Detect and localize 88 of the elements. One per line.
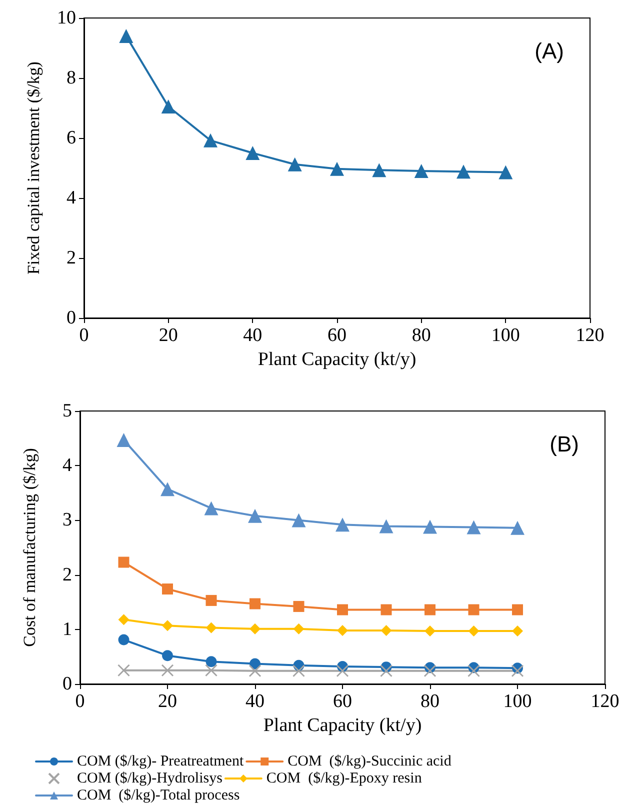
y-tick-label: 4 (62, 455, 72, 476)
x-tick-label: 100 (503, 691, 532, 712)
y-tick-label: 6 (66, 128, 76, 148)
x-tick-label: 120 (576, 325, 604, 346)
point (379, 519, 394, 534)
point (119, 29, 134, 43)
point (206, 622, 217, 634)
y-tick-label: 4 (66, 188, 76, 208)
point (380, 604, 392, 616)
point (423, 520, 437, 534)
x-tick-label: 40 (246, 691, 264, 712)
x-tick-label: 60 (328, 325, 346, 346)
y-axis-title: Cost of manufacturing ($/kg) (20, 448, 39, 647)
point (293, 600, 304, 612)
point (380, 624, 392, 636)
y-tick-label: 8 (66, 68, 76, 88)
legend-label: COM ($/kg)-Epoxy resin (266, 770, 422, 786)
point (118, 614, 130, 626)
point (206, 656, 217, 668)
point (292, 513, 306, 528)
point (246, 146, 260, 160)
point (250, 623, 260, 634)
y-tick-label: 0 (66, 308, 76, 328)
y-tick-label: 1 (62, 618, 72, 640)
point (204, 133, 218, 148)
point (248, 664, 262, 678)
x-axis-title: Plant Capacity (kt/y) (258, 349, 416, 370)
y-tick-label: 10 (57, 8, 76, 28)
point (118, 664, 130, 677)
point (206, 594, 217, 606)
point (512, 626, 523, 637)
point (160, 482, 174, 496)
point (161, 664, 174, 677)
x-axis-title: Plant Capacity (kt/y) (263, 715, 422, 736)
point (250, 598, 260, 610)
point (468, 626, 480, 637)
y-tick-label: 5 (62, 400, 72, 422)
point (424, 664, 436, 678)
point (162, 650, 173, 662)
y-tick-label: 2 (62, 564, 72, 586)
point (456, 164, 470, 179)
point (510, 520, 524, 535)
point (293, 623, 304, 634)
legend-label: COM ($/kg)-Hydrolisys (77, 770, 223, 786)
y-axis-title: Fixed capital investment ($/kg) (24, 62, 43, 274)
y-tick-label: 3 (62, 510, 72, 531)
point (161, 100, 176, 114)
point (414, 164, 428, 178)
y-tick-label: 0 (62, 674, 72, 694)
legend-label: COM ($/kg)-Succinic acid (288, 754, 452, 770)
point (468, 604, 480, 616)
point (468, 664, 480, 678)
point (330, 162, 344, 176)
point (162, 583, 173, 594)
x-tick-label: 80 (412, 325, 431, 346)
point (336, 664, 349, 678)
legend-label: COM ($/kg)- Preatreatment (77, 754, 244, 770)
point (337, 624, 348, 636)
point (336, 518, 350, 532)
x-tick-label: 120 (590, 691, 620, 712)
x-tick-label: 100 (491, 325, 520, 346)
point (512, 604, 523, 616)
point (511, 664, 524, 678)
point (372, 163, 386, 178)
x-tick-label: 60 (333, 691, 352, 712)
x-tick-label: 20 (158, 691, 177, 712)
x-tick-label: 40 (243, 325, 262, 346)
annotation: (B) (550, 432, 579, 456)
point (162, 620, 173, 632)
legend-label: COM ($/kg)-Total process (77, 788, 240, 804)
point (424, 626, 436, 637)
point (288, 157, 302, 172)
point (118, 556, 130, 568)
x-tick-label: 80 (420, 691, 440, 712)
point (248, 508, 262, 523)
point (292, 664, 305, 678)
point (116, 432, 131, 447)
point (118, 634, 130, 646)
point (204, 501, 218, 516)
annotation: (A) (534, 38, 564, 64)
point (466, 520, 481, 534)
x-tick-label: 20 (158, 325, 178, 346)
point (498, 165, 513, 180)
y-tick-label: 2 (66, 248, 76, 268)
point (205, 664, 218, 677)
point (424, 604, 436, 616)
point (380, 664, 392, 678)
point (337, 604, 348, 616)
